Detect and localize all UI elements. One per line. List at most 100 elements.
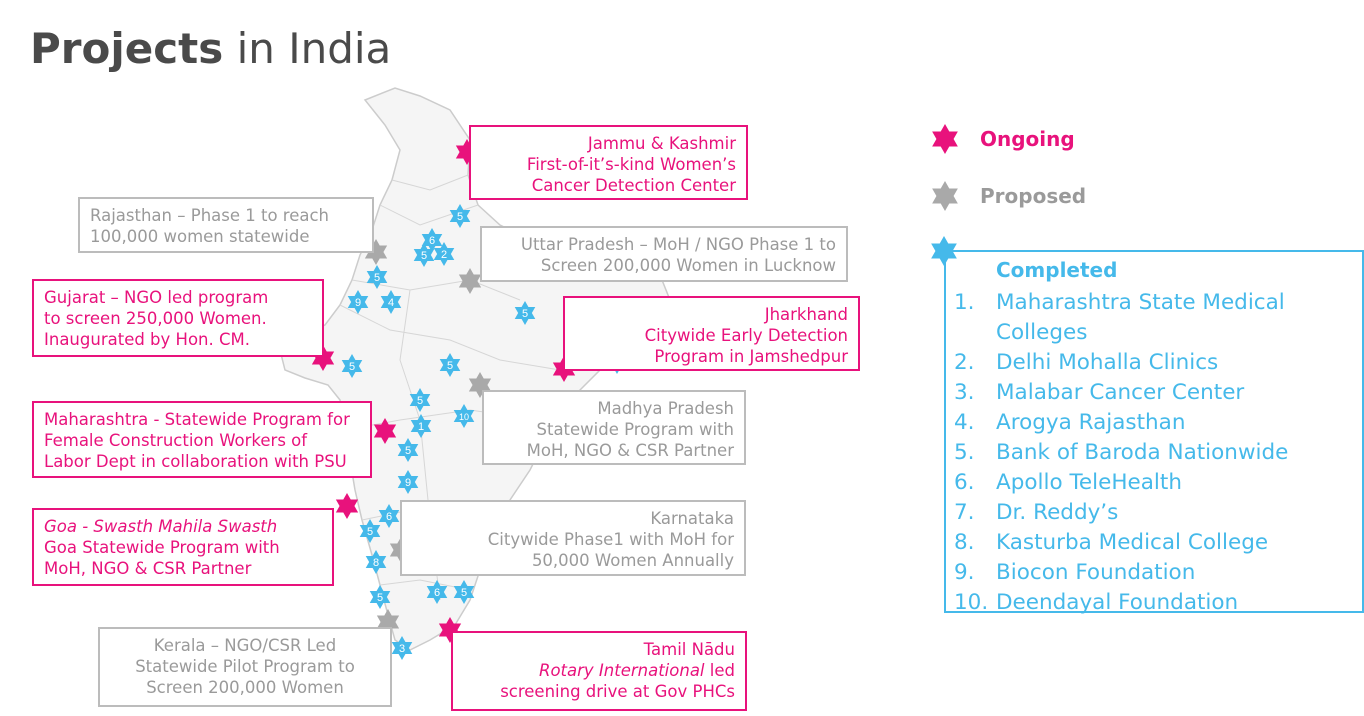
rj-line2: 100,000 women statewide: [90, 227, 310, 246]
completed-marker-number: 5: [522, 308, 528, 320]
gj-line2: to screen 250,000 Women.: [44, 309, 267, 328]
completed-marker: 5: [453, 580, 475, 604]
kl-line2: Statewide Pilot Program to: [135, 657, 355, 676]
label-madhya-pradesh: Madhya Pradesh Statewide Program with Mo…: [482, 390, 746, 465]
up-line1: Uttar Pradesh – MoH / NGO Phase 1 to: [520, 235, 836, 254]
completed-item: 8. Kasturba Medical College: [954, 528, 1326, 558]
mp-line3: MoH, NGO & CSR Partner: [526, 441, 734, 460]
legend-proposed-label: Proposed: [980, 184, 1087, 208]
completed-item: 1. Maharashtra State Medical Colleges: [954, 288, 1326, 348]
completed-marker-number: 6: [429, 235, 435, 247]
jh-line2: Citywide Early Detection: [644, 326, 848, 345]
completed-item-text: Malabar Cancer Center: [996, 380, 1245, 405]
completed-item-text: Delhi Mohalla Clinics: [996, 350, 1219, 375]
completed-item-text: Dr. Reddy’s: [996, 500, 1119, 525]
completed-marker-number: 5: [461, 587, 467, 599]
completed-marker: 5: [359, 519, 381, 543]
completed-item-number: 4.: [954, 410, 975, 435]
completed-item-text: Maharashtra State Medical Colleges: [996, 290, 1285, 345]
completed-star-icon: [931, 236, 957, 266]
completed-marker: 2: [433, 242, 455, 266]
completed-marker-number: 6: [434, 587, 440, 599]
completed-marker: 3: [391, 636, 413, 660]
page-title-rest: in India: [236, 24, 392, 73]
completed-item: 2. Delhi Mohalla Clinics: [954, 348, 1326, 378]
completed-marker: 10: [453, 404, 475, 428]
mp-line2: Statewide Program with: [536, 420, 735, 439]
label-jammu-kashmir: Jammu & Kashmir First-of-it’s-kind Women…: [469, 125, 748, 200]
gj-line3: Inaugurated by Hon. CM.: [44, 330, 250, 349]
tn-line1: Tamil Nādu: [643, 640, 735, 659]
completed-item: 10. Deendayal Foundation: [954, 588, 1326, 618]
legend-proposed: Proposed: [930, 181, 1086, 211]
completed-marker: 5: [413, 243, 435, 267]
ongoing-marker-goa: [335, 493, 359, 519]
label-karnataka: Karnataka Citywide Phase1 with MoH for 5…: [400, 500, 746, 576]
completed-item: 9. Biocon Foundation: [954, 558, 1326, 588]
completed-marker-number: 5: [377, 592, 383, 604]
legend-ongoing-label: Ongoing: [980, 127, 1075, 151]
completed-item-text: Deendayal Foundation: [996, 590, 1239, 615]
completed-marker-number: 2: [441, 249, 447, 261]
label-tamil-nadu: Tamil Nādu Rotary International led scre…: [451, 631, 747, 711]
completed-item-number: 7.: [954, 500, 975, 525]
label-rajasthan: Rajasthan – Phase 1 to reach 100,000 wom…: [78, 197, 374, 253]
mh-line1: Maharashtra - Statewide Program for: [44, 410, 350, 429]
page-title-bold: Projects: [30, 24, 224, 73]
completed-marker-number: 5: [367, 526, 373, 538]
proposed-star-icon: [932, 181, 958, 211]
completed-marker-number: 4: [388, 297, 394, 309]
completed-marker: 4: [380, 290, 402, 314]
completed-item: 7. Dr. Reddy’s: [954, 498, 1326, 528]
completed-marker-number: 5: [405, 445, 411, 457]
completed-marker: 6: [378, 504, 400, 528]
goa-line1: Goa - Swasth Mahila Swasth: [44, 517, 278, 536]
ongoing-star-icon: [932, 124, 958, 154]
completed-item-text: Bank of Baroda Nationwide: [996, 440, 1289, 465]
completed-item-text: Biocon Foundation: [996, 560, 1196, 585]
completed-marker: 1: [410, 414, 432, 438]
completed-marker-number: 5: [447, 360, 453, 372]
ka-line2: Citywide Phase1 with MoH for: [487, 530, 734, 549]
kl-line1: Kerala – NGO/CSR Led: [153, 636, 337, 655]
completed-marker-number: 8: [373, 557, 379, 569]
label-gujarat: Gujarat – NGO led program to screen 250,…: [32, 279, 324, 357]
jk-line2: First-of-it’s-kind Women’s: [526, 155, 736, 174]
rj-line1: Rajasthan – Phase 1 to reach: [90, 206, 330, 225]
completed-marker-number: 1: [418, 421, 424, 433]
label-uttar-pradesh: Uttar Pradesh – MoH / NGO Phase 1 to Scr…: [480, 226, 848, 282]
mh-line3: Labor Dept in collaboration with PSU: [44, 452, 347, 471]
completed-item: 4. Arogya Rajasthan: [954, 408, 1326, 438]
completed-item-number: 1.: [954, 290, 975, 315]
completed-item-number: 9.: [954, 560, 975, 585]
goa-line2: Goa Statewide Program with: [44, 538, 280, 557]
label-maharashtra: Maharashtra - Statewide Program for Fema…: [32, 401, 372, 478]
completed-item-number: 3.: [954, 380, 975, 405]
completed-marker: 5: [369, 585, 391, 609]
completed-item-text: Arogya Rajasthan: [996, 410, 1186, 435]
jk-line3: Cancer Detection Center: [531, 176, 736, 195]
completed-item-number: 6.: [954, 470, 975, 495]
completed-item-number: 2.: [954, 350, 975, 375]
completed-marker: 5: [514, 301, 536, 325]
goa-line3: MoH, NGO & CSR Partner: [44, 559, 252, 578]
completed-marker: 6: [426, 580, 448, 604]
completed-marker: 6: [421, 228, 443, 252]
completed-marker: 5: [449, 204, 471, 228]
label-kerala: Kerala – NGO/CSR Led Statewide Pilot Pro…: [98, 627, 392, 707]
completed-marker-number: 3: [399, 643, 405, 655]
tn-line3: screening drive at Gov PHCs: [500, 682, 735, 701]
completed-marker-number: 5: [349, 361, 355, 373]
label-goa: Goa - Swasth Mahila Swasth Goa Statewide…: [32, 508, 334, 586]
tn-led: led: [704, 661, 735, 680]
completed-marker: 5: [341, 354, 363, 378]
completed-item-number: 8.: [954, 530, 975, 555]
legend-ongoing: Ongoing: [930, 124, 1075, 154]
completed-marker: 5: [397, 438, 419, 462]
up-line2: Screen 200,000 Women in Lucknow: [540, 256, 836, 275]
jk-line1: Jammu & Kashmir: [587, 134, 736, 153]
jh-line3: Program in Jamshedpur: [654, 347, 848, 366]
completed-title: Completed: [996, 258, 1118, 282]
completed-list: 1. Maharashtra State Medical Colleges 2. De…: [954, 288, 1326, 618]
completed-marker: 5: [366, 265, 388, 289]
